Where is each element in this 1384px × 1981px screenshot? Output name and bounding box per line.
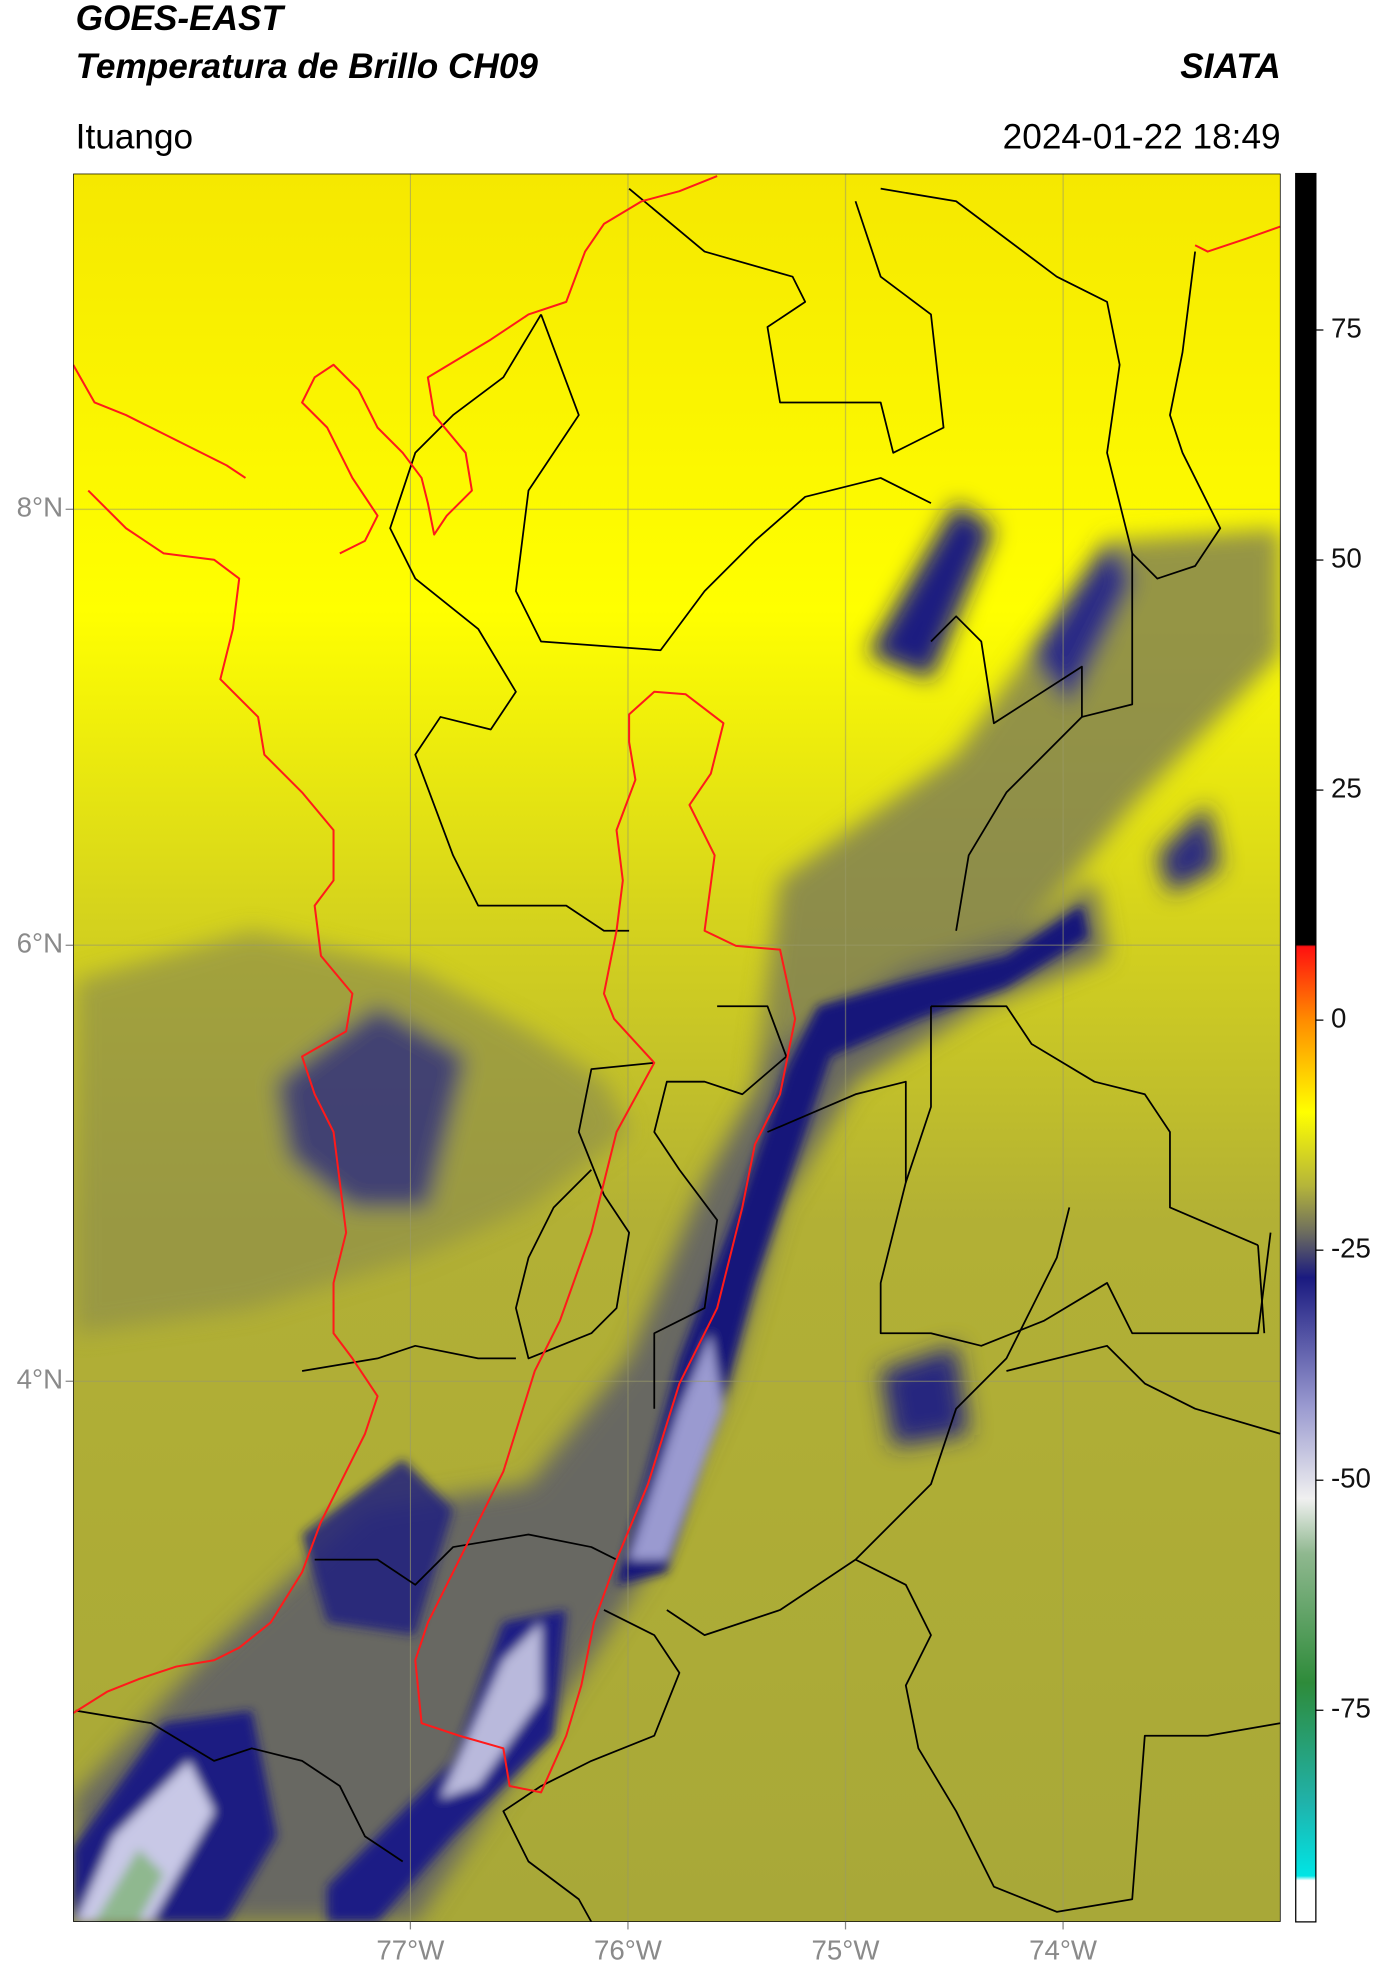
cloud [868, 503, 994, 680]
colorbar-tick-label: -75 [1331, 1693, 1371, 1724]
cloud [73, 880, 1108, 1922]
colorbar [1295, 172, 1317, 1923]
cloud [440, 1622, 542, 1799]
cloud [629, 1333, 724, 1560]
border [314, 1533, 617, 1586]
coastlines [73, 175, 1281, 1794]
x-tick-label: 77°W [376, 1934, 445, 1965]
cloud [880, 1345, 969, 1447]
cloud [1157, 804, 1221, 894]
datetime: 2024-01-22 18:49 [1003, 117, 1281, 156]
source: SIATA [1180, 47, 1280, 86]
cloud [754, 528, 1281, 1082]
border [1257, 1245, 1266, 1334]
geo-ticks: 77°W 76°W 75°W 74°W 8°N 6°N 4°N [17, 492, 1098, 1966]
title-line-1: GOES-EAST [76, 0, 286, 38]
graticule [73, 173, 1281, 1922]
x-tick-label: 76°W [594, 1934, 663, 1965]
border [880, 187, 1134, 725]
cloud [302, 1459, 454, 1636]
state-outline [414, 690, 797, 1794]
border [75, 1709, 404, 1863]
map [73, 173, 1281, 1922]
cold-cloud-tops [73, 905, 1089, 1922]
coastline [1194, 225, 1281, 253]
x-tick-label: 75°W [812, 1934, 881, 1965]
border [628, 187, 945, 454]
location: Ituango [76, 117, 193, 156]
borders [75, 187, 1281, 1922]
colorbar-tick-label: 25 [1331, 772, 1362, 803]
border [389, 313, 630, 932]
coastline [73, 489, 379, 1714]
colorbar-tick-label: -25 [1331, 1232, 1371, 1263]
coastline [73, 364, 247, 479]
border [515, 314, 932, 652]
border [653, 1005, 788, 1409]
cloud [1031, 540, 1133, 705]
border [1131, 251, 1222, 580]
y-tick-label: 4°N [17, 1364, 63, 1395]
colorbar-tick-label: 50 [1331, 542, 1362, 573]
border [955, 716, 1083, 931]
y-tick-label: 6°N [17, 928, 63, 959]
colorbar-tick-label: 75 [1331, 312, 1362, 343]
border [767, 1080, 1272, 1347]
border [666, 1207, 1071, 1636]
cloud [75, 1760, 215, 1922]
title-line-2: Temperatura de Brillo CH09 [76, 47, 539, 86]
colorbar-tick-label: -50 [1331, 1463, 1371, 1494]
border [502, 1609, 681, 1922]
colorbar-tick-label: 0 [1331, 1002, 1346, 1033]
cloud [276, 1006, 466, 1208]
colorbar-ticks: 75 50 25 0 -25 -50 -75 [1315, 312, 1371, 1724]
border [515, 1061, 655, 1360]
border [1006, 1344, 1281, 1435]
border [301, 1344, 516, 1372]
coastline [301, 175, 718, 555]
border [855, 1558, 1281, 1913]
y-tick-label: 8°N [17, 492, 63, 523]
cloud-field [73, 503, 1281, 1922]
border [904, 1006, 932, 1183]
border [930, 1005, 1259, 1247]
x-tick-label: 74°W [1029, 1934, 1098, 1965]
cloud [94, 1848, 164, 1922]
